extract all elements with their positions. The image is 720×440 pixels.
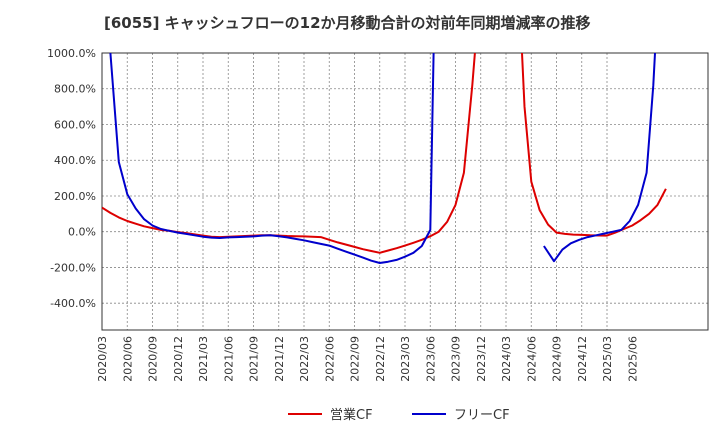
y-tick-label: 200.0%	[54, 190, 96, 203]
free-cf-line	[543, 53, 656, 263]
x-tick-label: 2021/06	[222, 336, 235, 382]
x-tick-label: 2021/09	[248, 336, 261, 382]
x-tick-label: 2020/06	[121, 336, 134, 382]
y-tick-label: 1000.0%	[47, 47, 96, 60]
x-tick-label: 2021/03	[197, 336, 210, 382]
x-tick-label: 2023/03	[399, 336, 412, 382]
free-cf-line	[109, 53, 435, 264]
y-tick-label: 400.0%	[54, 154, 96, 167]
legend: 営業CF フリーCF	[288, 407, 510, 423]
x-tick-label: 2024/03	[500, 336, 513, 382]
grid	[102, 52, 708, 330]
x-tick-label: 2023/06	[424, 336, 437, 382]
x-tick-label: 2024/12	[576, 336, 589, 382]
x-tick-label: 2022/12	[374, 336, 387, 382]
chart-title: [6055] キャッシュフローの12か月移動合計の対前年同期増減率の推移	[104, 14, 591, 32]
x-tick-label: 2025/03	[601, 336, 614, 382]
x-tick-label: 2022/09	[349, 336, 362, 382]
x-tick-label: 2023/09	[450, 336, 463, 382]
y-tick-label: -200.0%	[50, 261, 96, 274]
x-tick-label: 2025/06	[626, 336, 639, 382]
operating-cf-legend-label: 営業CF	[330, 407, 373, 423]
x-tick-label: 2024/09	[551, 336, 564, 382]
plot-frame	[101, 52, 709, 331]
y-tick-label: -400.0%	[50, 297, 96, 310]
operating-cf-line	[521, 53, 667, 237]
x-axis: 2020/03 2020/06 2020/09 2020/12 2021/03 2021/…	[96, 336, 639, 382]
x-tick-label: 2022/06	[323, 336, 336, 382]
x-tick-label: 2020/03	[96, 336, 109, 382]
x-tick-label: 2022/03	[298, 336, 311, 382]
y-tick-label: 800.0%	[54, 83, 96, 96]
x-tick-label: 2024/06	[525, 336, 538, 382]
x-tick-label: 2021/12	[273, 336, 286, 382]
x-tick-label: 2023/12	[475, 336, 488, 382]
series	[102, 53, 667, 264]
x-tick-label: 2020/12	[172, 336, 185, 382]
y-tick-label: 600.0%	[54, 118, 96, 131]
y-tick-label: 0.0%	[68, 226, 96, 239]
operating-cf-line	[102, 53, 476, 254]
free-cf-legend-label: フリーCF	[454, 408, 510, 423]
x-tick-label: 2020/09	[147, 336, 160, 382]
y-axis: 1000.0% 800.0% 600.0% 400.0% 200.0% 0.0% -200.…	[47, 47, 96, 310]
